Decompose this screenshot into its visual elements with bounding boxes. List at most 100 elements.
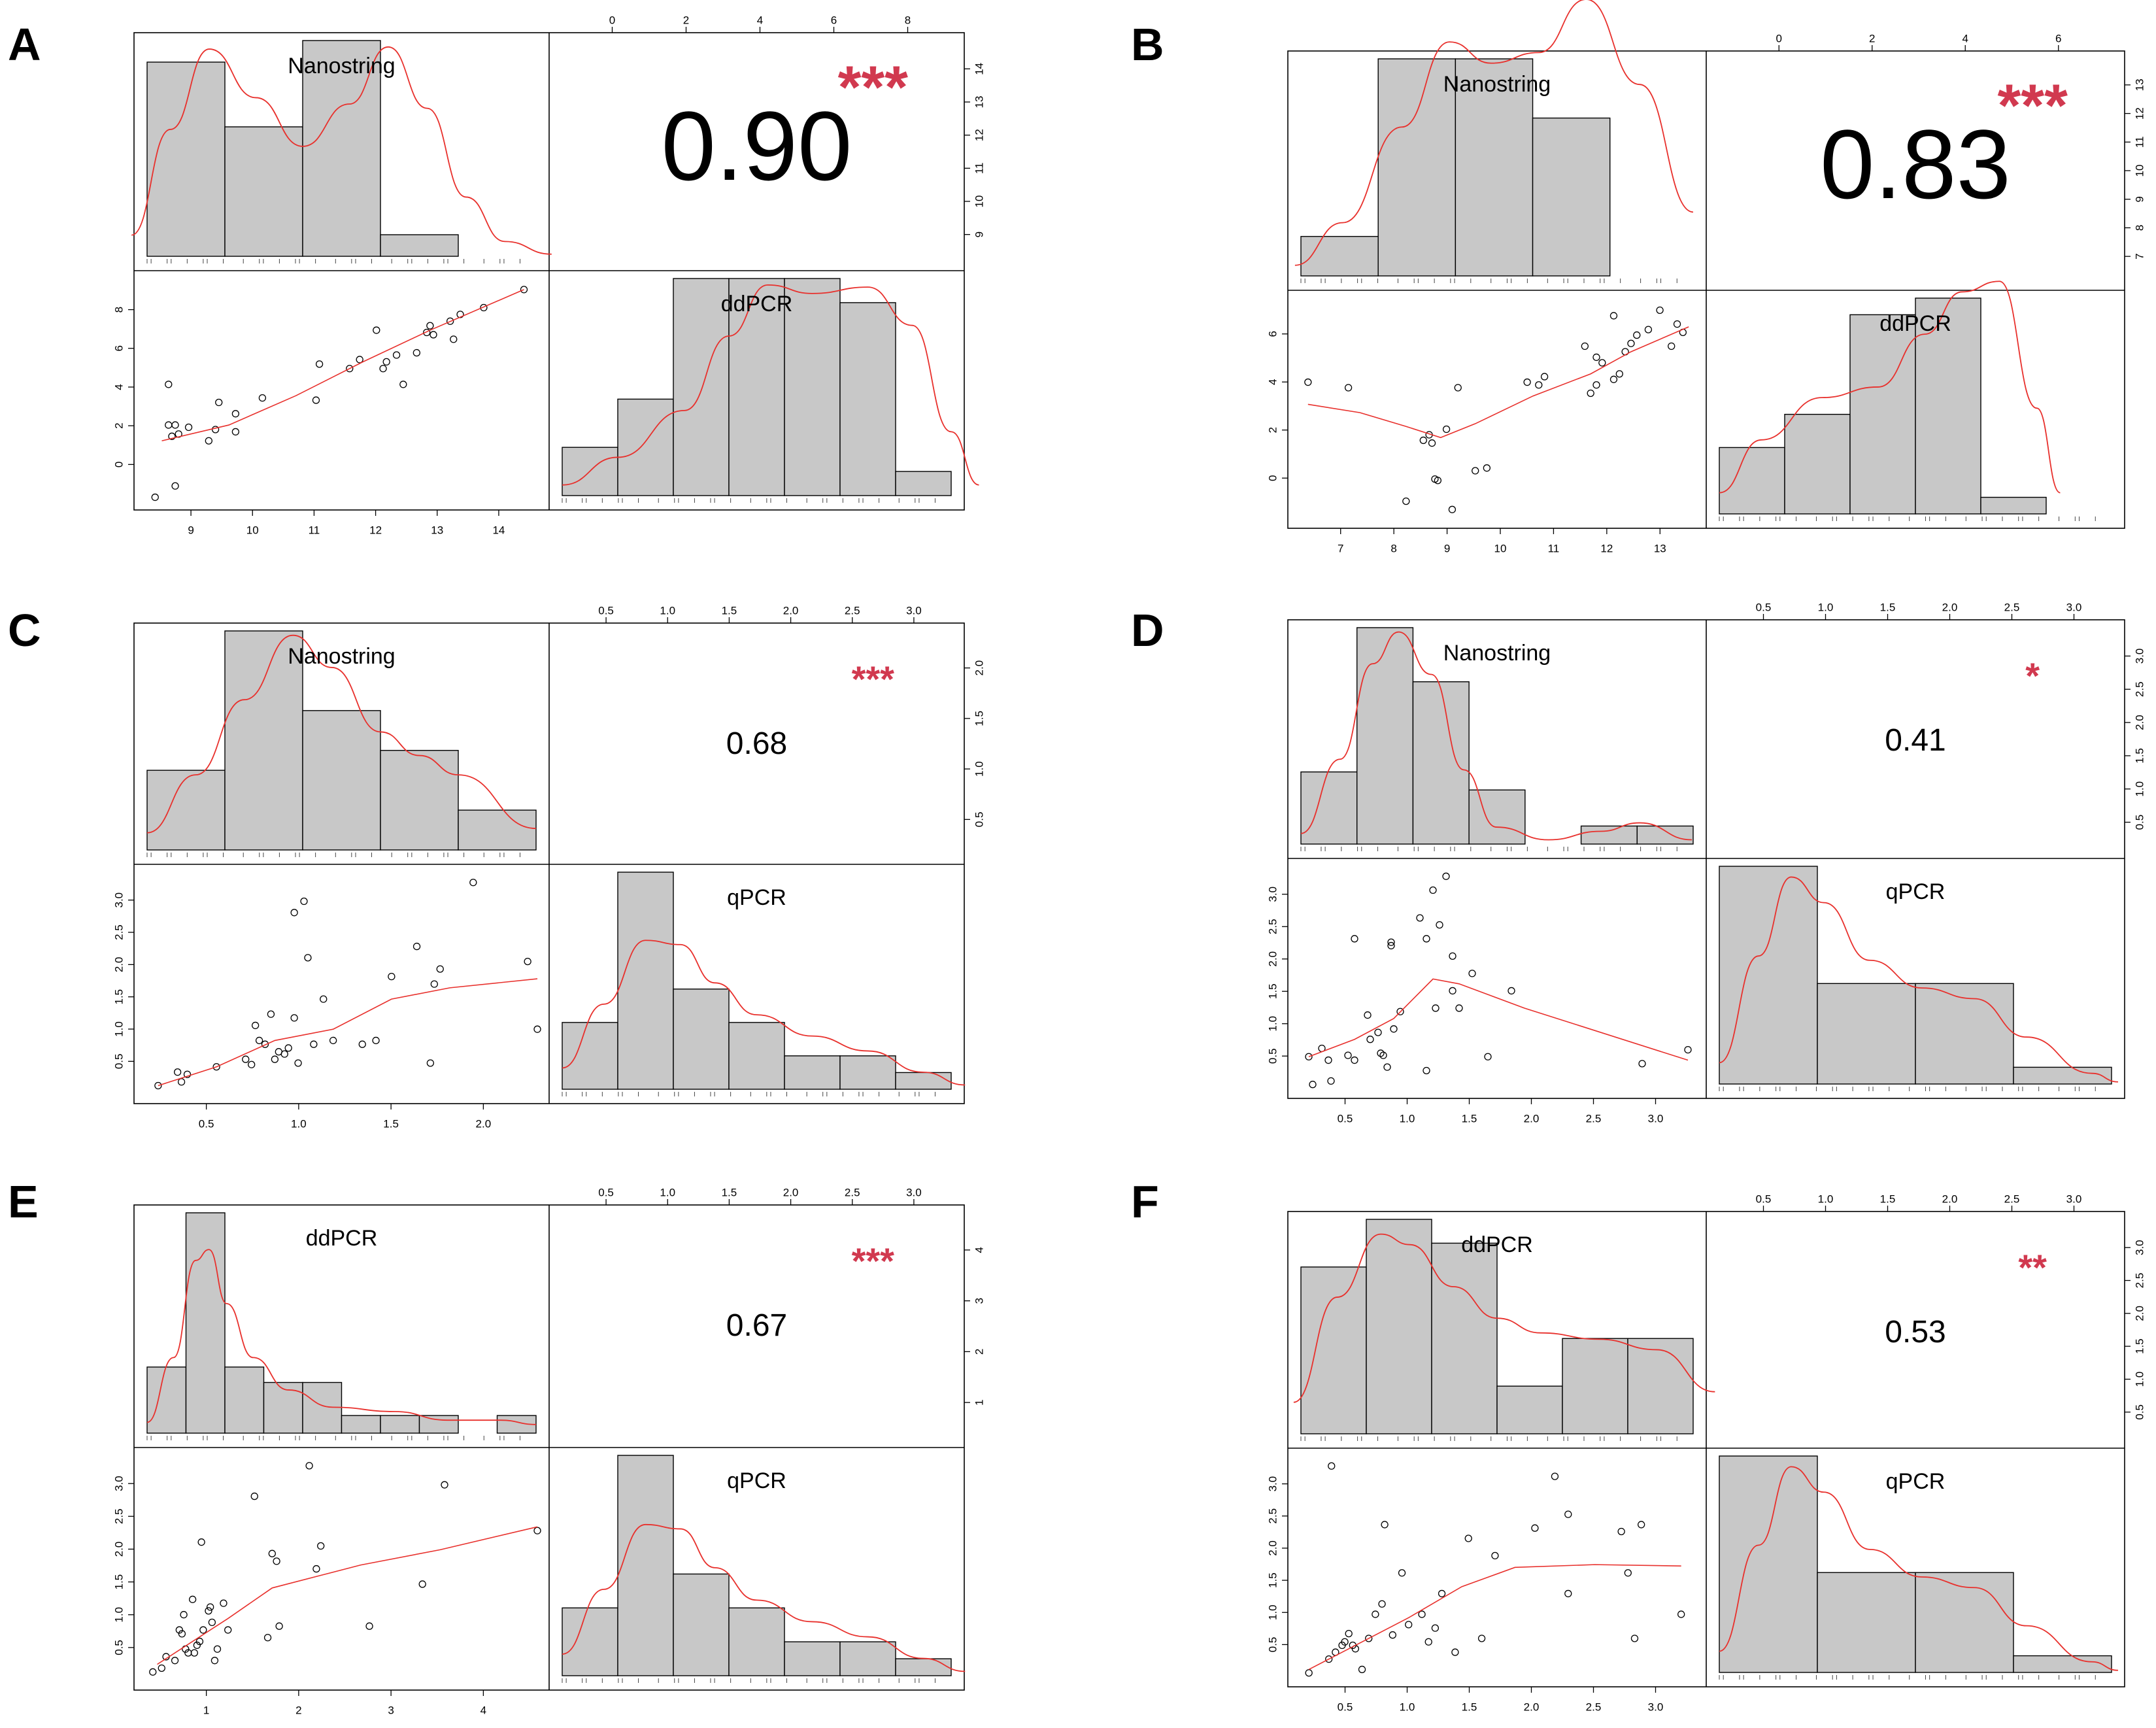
histogram-top bbox=[131, 40, 552, 263]
scatter-point bbox=[1405, 1621, 1413, 1629]
tick-label: 2.5 bbox=[2133, 1273, 2146, 1289]
density-curve bbox=[146, 634, 537, 834]
scatter-point bbox=[304, 954, 312, 962]
scatter-point bbox=[212, 1063, 220, 1071]
tick-label: 2.5 bbox=[112, 924, 125, 940]
scatter-point bbox=[1449, 952, 1457, 960]
scatter-point bbox=[1609, 312, 1618, 320]
tick-label: 8 bbox=[905, 14, 911, 26]
histogram-bar bbox=[1366, 1219, 1432, 1434]
scatter-point bbox=[446, 317, 454, 325]
histogram-bar bbox=[263, 1381, 303, 1434]
histogram-bar bbox=[146, 770, 226, 851]
tick-label: 4 bbox=[1266, 379, 1279, 385]
scatter-point bbox=[1387, 938, 1395, 946]
scatter-point bbox=[358, 1040, 366, 1048]
variable-label-top: Nanostring bbox=[1443, 72, 1551, 97]
scatter-point bbox=[211, 426, 220, 433]
scatter-point bbox=[1627, 339, 1635, 347]
scatter-point bbox=[205, 437, 212, 445]
scatter-point bbox=[1309, 1081, 1317, 1089]
scatter-point bbox=[1592, 353, 1600, 362]
histogram-bar bbox=[1532, 117, 1611, 277]
scatter-point bbox=[317, 1542, 325, 1550]
scatter-point bbox=[1624, 1569, 1632, 1577]
correlation-value: 0.67 bbox=[726, 1308, 787, 1343]
scatter-point bbox=[1442, 872, 1450, 880]
tick-label: 3.0 bbox=[906, 604, 922, 617]
scatter-point bbox=[1345, 1629, 1353, 1638]
scatter-point bbox=[1564, 1510, 1572, 1518]
scatter-point bbox=[1455, 1004, 1463, 1012]
tick-label: 1.5 bbox=[1880, 601, 1896, 613]
scatter-point bbox=[1587, 389, 1594, 398]
tick-label: 2.0 bbox=[112, 1542, 125, 1557]
tick-label: 1.0 bbox=[1818, 601, 1834, 613]
variable-label-bottom: ddPCR bbox=[1879, 311, 1951, 336]
histogram-bar bbox=[1915, 1572, 2014, 1673]
scatter-point bbox=[231, 410, 240, 418]
correlation-value: 0.68 bbox=[726, 726, 787, 761]
scatter-point bbox=[373, 326, 380, 334]
tick-label: 1.5 bbox=[973, 711, 985, 726]
histogram-top bbox=[1300, 627, 1694, 851]
histogram-bar bbox=[1636, 825, 1694, 845]
tick-label: 1.0 bbox=[1400, 1112, 1415, 1125]
histogram-bar bbox=[1817, 983, 1916, 1085]
histogram-bar bbox=[1300, 1266, 1367, 1434]
tick-label: 3.0 bbox=[1648, 1112, 1664, 1125]
scatter-point bbox=[158, 1664, 165, 1672]
scatter-point bbox=[1304, 378, 1312, 386]
scatter-point bbox=[441, 1481, 448, 1489]
scatter-point bbox=[1431, 1624, 1440, 1632]
scatter-point bbox=[436, 965, 444, 973]
tick-label: 2 bbox=[973, 1349, 985, 1355]
histogram-bottom bbox=[1719, 866, 2119, 1091]
density-curve bbox=[1719, 1466, 2119, 1671]
tick-label: 2.5 bbox=[845, 604, 860, 617]
histogram-bar bbox=[1496, 1385, 1563, 1434]
tick-label: 2.0 bbox=[2133, 1306, 2146, 1321]
scatter-point bbox=[193, 1641, 201, 1650]
scatter-point bbox=[1327, 1077, 1335, 1085]
histogram-bar bbox=[784, 1055, 841, 1090]
tick-label: 8 bbox=[112, 307, 125, 313]
scatter-point bbox=[450, 335, 458, 343]
scatter-point bbox=[290, 909, 298, 917]
scatter-point bbox=[1416, 914, 1424, 922]
tick-label: 0.5 bbox=[2133, 1404, 2146, 1420]
scatter-point bbox=[1451, 1648, 1459, 1656]
histogram-bar bbox=[1915, 983, 2014, 1085]
panel-A: A Nanostring ddPCR 0.90*** 9 10 11 12 13 14 0 2 4 6 8 0… bbox=[8, 14, 985, 536]
tick-label: 11 bbox=[973, 163, 985, 175]
density-curve bbox=[562, 1523, 966, 1672]
scatter-point bbox=[1633, 331, 1641, 339]
tick-label: 1.5 bbox=[1462, 1701, 1477, 1713]
scatter-point bbox=[1351, 1056, 1358, 1064]
tick-label: 6 bbox=[2055, 32, 2061, 44]
tick-label: 1.5 bbox=[112, 989, 125, 1005]
tick-label: 1.0 bbox=[112, 1607, 125, 1623]
scatter-point bbox=[1592, 381, 1600, 389]
tick-label: 2.5 bbox=[1586, 1112, 1602, 1125]
histogram-bar bbox=[302, 710, 381, 851]
scatter-point bbox=[315, 360, 324, 368]
histogram-bar bbox=[1562, 1338, 1628, 1434]
tick-label: 3.0 bbox=[2133, 649, 2146, 664]
histogram-bar bbox=[895, 471, 952, 496]
histogram-bar bbox=[2013, 1066, 2112, 1085]
tick-label: 2.5 bbox=[1266, 1508, 1279, 1524]
variable-label-top: ddPCR bbox=[1461, 1232, 1533, 1257]
tick-label: 2.5 bbox=[2004, 601, 2020, 613]
scatter-point bbox=[1477, 1635, 1486, 1642]
histogram-bar bbox=[562, 1022, 618, 1090]
tick-label: 1.5 bbox=[2133, 748, 2146, 764]
significance-stars: *** bbox=[1997, 73, 2068, 139]
scatter-point bbox=[426, 322, 434, 330]
scatter-point bbox=[290, 1014, 298, 1022]
scatter-point bbox=[1381, 1521, 1389, 1529]
scatter-point bbox=[1419, 436, 1427, 445]
tick-label: 0 bbox=[1776, 32, 1782, 44]
tick-label: 13 bbox=[431, 524, 443, 536]
tick-label: 12 bbox=[2133, 107, 2146, 120]
